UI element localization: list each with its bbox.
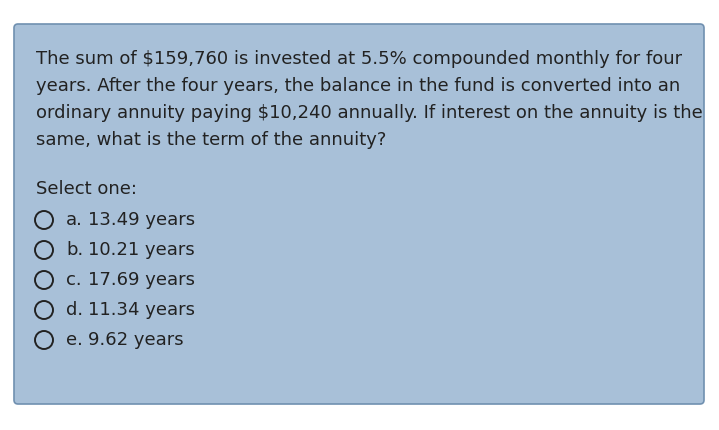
FancyBboxPatch shape <box>14 24 704 404</box>
Text: c.: c. <box>66 271 82 289</box>
Text: b.: b. <box>66 241 83 259</box>
Text: a.: a. <box>66 211 83 229</box>
Text: e.: e. <box>66 331 83 349</box>
Text: Select one:: Select one: <box>36 180 137 198</box>
Text: 13.49 years: 13.49 years <box>88 211 195 229</box>
Text: 11.34 years: 11.34 years <box>88 301 195 319</box>
Text: ordinary annuity paying $10,240 annually. If interest on the annuity is the: ordinary annuity paying $10,240 annually… <box>36 104 702 122</box>
Text: d.: d. <box>66 301 83 319</box>
Text: 10.21 years: 10.21 years <box>88 241 195 259</box>
Text: 17.69 years: 17.69 years <box>88 271 195 289</box>
Text: same, what is the term of the annuity?: same, what is the term of the annuity? <box>36 131 386 149</box>
Text: The sum of $159,760 is invested at 5.5% compounded monthly for four: The sum of $159,760 is invested at 5.5% … <box>36 50 682 68</box>
Text: 9.62 years: 9.62 years <box>88 331 183 349</box>
Text: years. After the four years, the balance in the fund is converted into an: years. After the four years, the balance… <box>36 77 680 95</box>
